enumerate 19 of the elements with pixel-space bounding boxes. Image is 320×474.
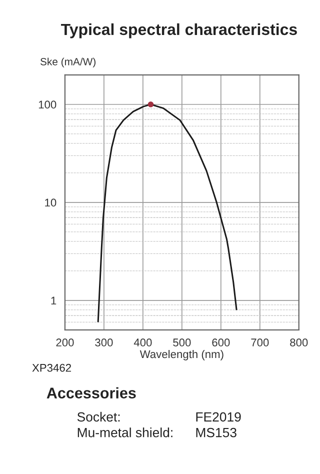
x-tick-label: 400 xyxy=(134,338,152,346)
y-axis-title: Ske (mA/W) xyxy=(40,58,96,68)
text: XP3462 xyxy=(32,364,71,372)
x-tick-label: 500 xyxy=(173,338,191,346)
text: Socket: xyxy=(77,412,120,422)
x-tick-label: 200 xyxy=(56,338,74,346)
chart-title: Typical spectral characteristics xyxy=(61,23,297,38)
y-tick-label: 1 xyxy=(51,296,56,304)
text: MS153 xyxy=(196,428,236,438)
y-tick-label: 10 xyxy=(45,198,56,207)
x-tick-label: 700 xyxy=(251,338,269,346)
x-tick-label: 800 xyxy=(290,338,308,346)
y-tick-label: 100 xyxy=(38,100,56,109)
text: FE2019 xyxy=(196,412,241,422)
x-tick-label: 600 xyxy=(212,338,230,346)
text: Accessories xyxy=(46,387,136,398)
x-tick-label: 300 xyxy=(95,338,113,346)
text: Mu-metal shield: xyxy=(78,428,172,438)
x-axis-title: Wavelength (nm) xyxy=(140,350,224,360)
